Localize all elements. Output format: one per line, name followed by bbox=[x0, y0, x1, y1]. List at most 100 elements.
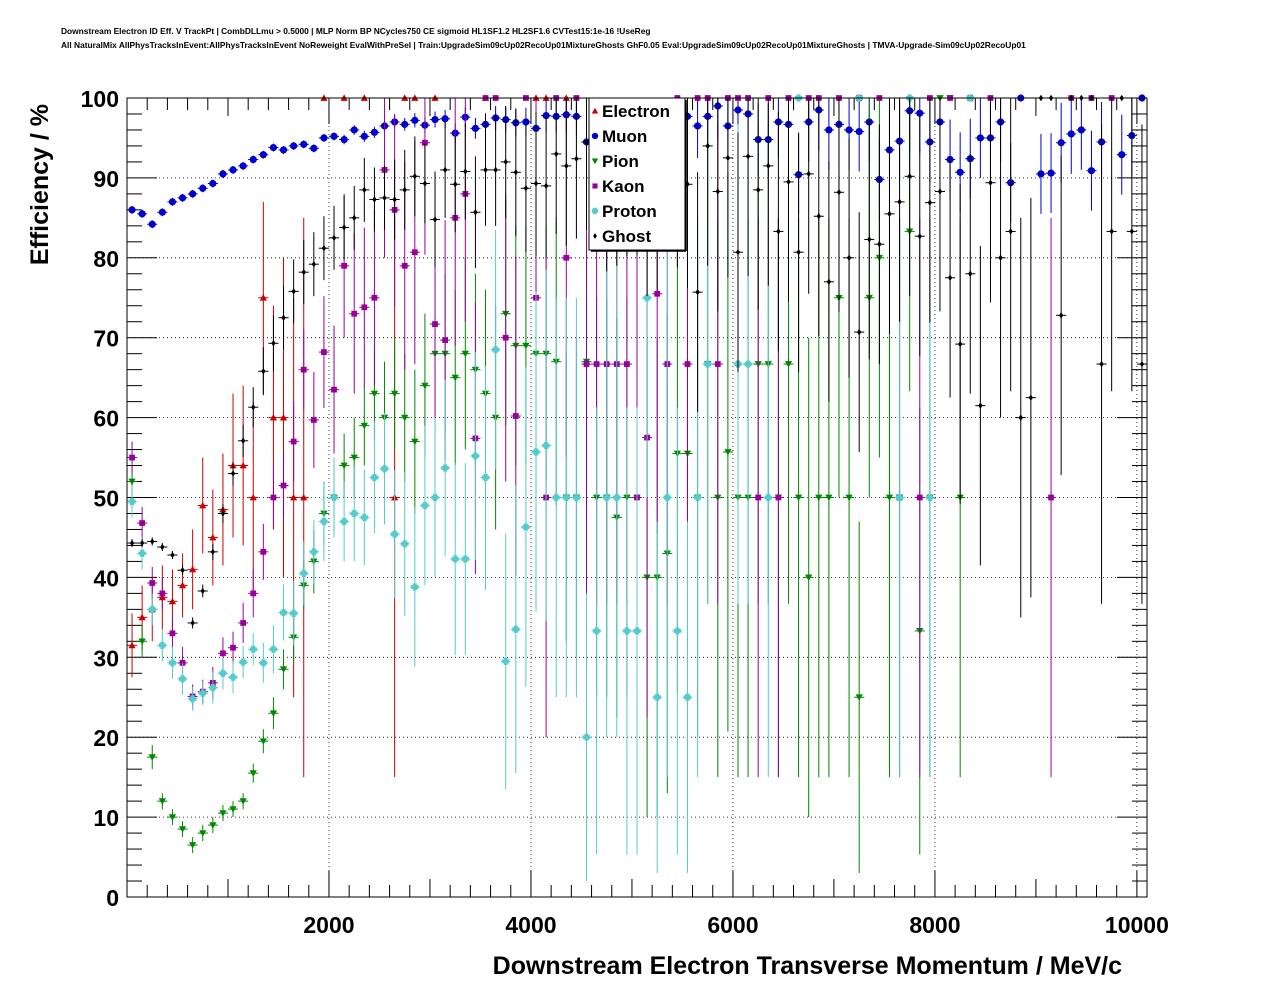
marker-ghost bbox=[564, 162, 569, 170]
data-point-muon bbox=[248, 155, 259, 164]
y-tick-label: 100 bbox=[81, 86, 119, 112]
marker-muon bbox=[189, 190, 197, 198]
data-point-proton bbox=[379, 412, 390, 525]
data-point-ghost bbox=[955, 184, 966, 504]
data-point-proton bbox=[288, 581, 299, 646]
marker-kaon bbox=[220, 650, 226, 657]
marker-kaon bbox=[432, 321, 438, 327]
data-point-proton bbox=[268, 625, 279, 674]
data-point-kaon bbox=[258, 523, 269, 580]
data-point-muon bbox=[318, 133, 329, 142]
data-point-proton bbox=[763, 217, 774, 778]
marker-muon bbox=[401, 120, 409, 128]
data-point-proton bbox=[611, 257, 622, 738]
data-point-ghost bbox=[187, 617, 198, 629]
marker-pion bbox=[128, 478, 136, 486]
legend-entry-muon: Muon bbox=[591, 127, 647, 146]
marker-proton bbox=[471, 452, 480, 460]
marker-proton bbox=[673, 627, 681, 635]
data-point-ghost bbox=[884, 98, 895, 334]
marker-pion bbox=[401, 414, 409, 422]
marker-kaon bbox=[361, 304, 368, 311]
marker-muon bbox=[976, 134, 984, 142]
marker-pion bbox=[461, 350, 469, 358]
data-point-muon bbox=[137, 209, 148, 218]
data-point-ghost bbox=[1056, 155, 1067, 476]
marker-proton bbox=[643, 294, 651, 302]
marker-proton bbox=[552, 493, 560, 502]
marker-muon bbox=[441, 115, 449, 123]
marker-ghost bbox=[715, 188, 720, 195]
data-point-proton bbox=[399, 471, 410, 616]
marker-kaon bbox=[401, 262, 408, 269]
data-point-ghost bbox=[753, 98, 764, 310]
marker-ghost bbox=[281, 314, 286, 321]
data-point-ghost bbox=[551, 98, 562, 234]
data-point-electron bbox=[238, 385, 249, 546]
marker-pion bbox=[370, 390, 379, 398]
data-point-proton bbox=[601, 257, 612, 738]
data-point-muon bbox=[187, 189, 198, 198]
data-point-muon bbox=[157, 208, 168, 217]
data-point-muon bbox=[1076, 98, 1087, 170]
marker-muon bbox=[269, 143, 278, 152]
marker-ghost bbox=[372, 196, 377, 203]
marker-pion bbox=[451, 374, 459, 382]
data-point-muon bbox=[692, 98, 703, 158]
y-tick-label: 20 bbox=[93, 725, 119, 751]
marker-ghost bbox=[1109, 228, 1114, 235]
data-point-muon bbox=[359, 130, 370, 142]
data-point-proton bbox=[157, 629, 168, 662]
legend-label: Electron bbox=[602, 102, 670, 121]
marker-kaon bbox=[916, 494, 923, 501]
data-point-proton bbox=[349, 465, 360, 562]
data-point-proton bbox=[147, 593, 158, 626]
data-point-pion bbox=[854, 521, 865, 874]
data-point-ghost bbox=[530, 111, 542, 256]
marker-kaon bbox=[310, 417, 317, 423]
data-point-ghost bbox=[349, 185, 360, 250]
marker-proton bbox=[209, 684, 217, 692]
data-point-muon bbox=[207, 179, 218, 188]
data-point-proton bbox=[460, 463, 471, 655]
marker-ghost bbox=[503, 158, 508, 166]
marker-kaon bbox=[250, 590, 257, 597]
marker-kaon bbox=[775, 494, 782, 501]
data-point-ghost bbox=[167, 551, 178, 560]
data-point-ghost bbox=[1015, 217, 1026, 618]
data-point-ghost bbox=[813, 98, 824, 337]
marker-muon bbox=[290, 142, 298, 150]
marker-electron bbox=[209, 533, 217, 541]
data-point-muon bbox=[1086, 130, 1097, 211]
data-point-proton bbox=[419, 425, 430, 586]
marker-ghost bbox=[776, 228, 781, 235]
marker-proton bbox=[189, 695, 197, 703]
marker-ghost bbox=[725, 154, 731, 162]
marker-ghost bbox=[362, 186, 367, 194]
marker-proton bbox=[360, 513, 368, 522]
legend-marker-proton bbox=[591, 207, 599, 215]
data-point-pion bbox=[278, 649, 289, 690]
data-point-ghost bbox=[783, 98, 794, 302]
marker-proton bbox=[168, 659, 177, 667]
data-point-ghost bbox=[722, 98, 733, 278]
marker-kaon bbox=[290, 438, 297, 445]
marker-proton bbox=[219, 669, 227, 677]
marker-kaon bbox=[169, 630, 176, 637]
marker-ghost bbox=[150, 538, 155, 545]
data-point-ghost bbox=[318, 216, 329, 281]
marker-proton bbox=[562, 493, 570, 502]
marker-muon bbox=[300, 140, 308, 148]
marker-muon bbox=[855, 127, 863, 136]
marker-kaon bbox=[351, 310, 358, 317]
marker-kaon bbox=[321, 349, 327, 355]
marker-electron bbox=[199, 501, 207, 509]
marker-muon bbox=[199, 184, 207, 192]
data-point-ghost bbox=[268, 315, 279, 372]
marker-kaon bbox=[139, 520, 146, 526]
data-point-proton bbox=[470, 352, 481, 560]
marker-ghost bbox=[1028, 394, 1034, 401]
data-point-electron bbox=[127, 613, 138, 678]
marker-proton bbox=[653, 693, 661, 701]
marker-muon bbox=[1077, 126, 1085, 134]
